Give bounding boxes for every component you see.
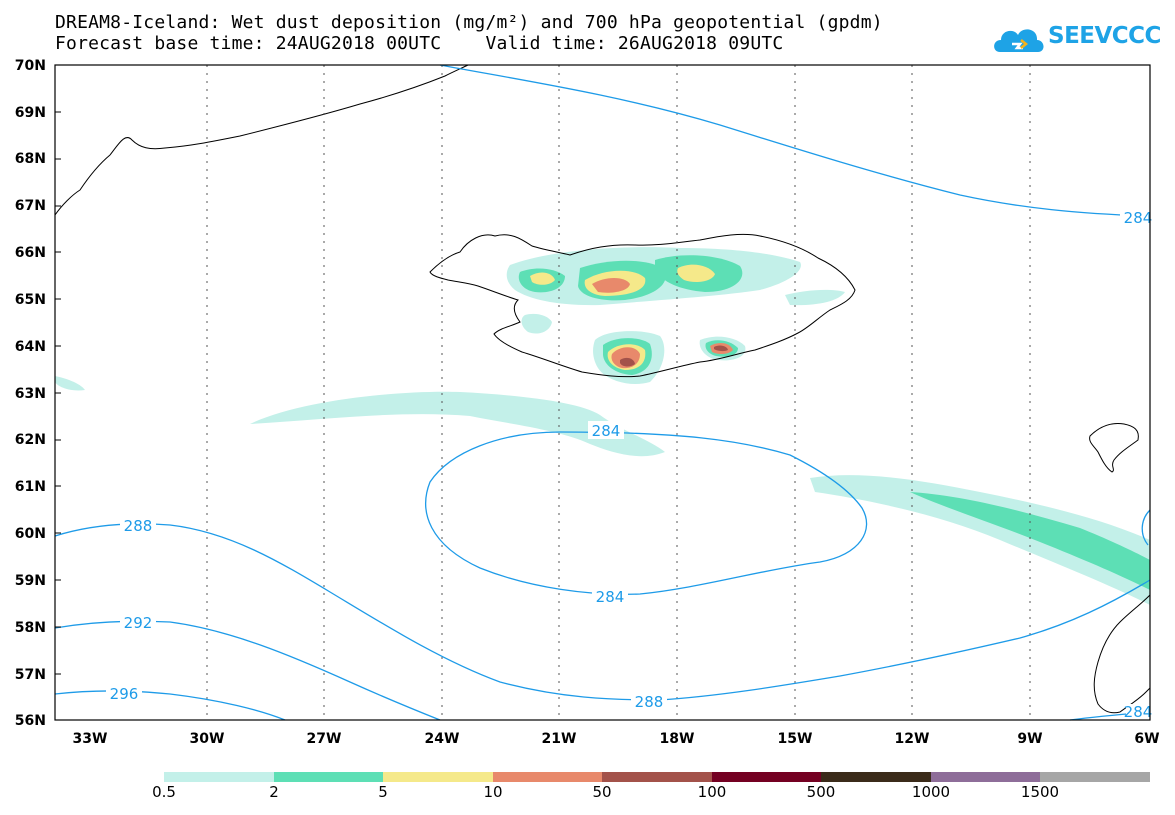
dust-band-west (250, 391, 665, 457)
contour-label-292: 292 (124, 614, 153, 632)
dust-spot-far-west (55, 376, 85, 391)
dust-iceland-west (521, 313, 552, 334)
dust-iceland-s-darkred (620, 357, 635, 367)
colorbar-label-50: 50 (592, 783, 612, 801)
lat-label-60n: 60N (15, 526, 46, 542)
map-title: DREAM8-Iceland: Wet dust deposition (mg/… (55, 12, 883, 33)
dust-iceland-ne-yellow (677, 264, 715, 282)
lat-label-67n: 67N (15, 198, 46, 214)
contour-label-288-south: 288 (635, 693, 664, 711)
lon-label-18w: 18W (660, 731, 695, 747)
colorbar-label-2: 2 (269, 783, 279, 801)
colorbar (164, 772, 1150, 782)
dust-iceland-n-orange (592, 278, 630, 293)
map-subtitle: Forecast base time: 24AUG2018 00UTC Vali… (55, 33, 784, 54)
cloud-icon (994, 29, 1044, 52)
lon-label-21w: 21W (542, 731, 577, 747)
latitude-ticks (55, 111, 61, 675)
graticule (206, 65, 1031, 720)
dust-iceland-east (785, 289, 845, 306)
lat-label-65n: 65N (15, 292, 46, 308)
lat-label-58n: 58N (15, 620, 46, 636)
lat-label-70n: 70N (15, 58, 46, 74)
lon-label-9w: 9W (1017, 731, 1042, 747)
lat-label-61n: 61N (15, 479, 46, 495)
lon-label-30w: 30W (190, 731, 225, 747)
colorbar-swatch-7 (821, 772, 931, 782)
colorbar-swatch-2 (274, 772, 384, 782)
dust-iceland-nw-yellow (530, 272, 555, 285)
faroe-islands (1089, 423, 1139, 473)
colorbar-swatch-3 (383, 772, 493, 782)
contour-label-se-corner: 284 (1124, 703, 1153, 721)
lat-label-62n: 62N (15, 432, 46, 448)
colorbar-label-5: 5 (378, 783, 388, 801)
lat-label-57n: 57N (15, 667, 46, 683)
coastlines (54, 64, 1151, 714)
geopotential-contours (54, 64, 1151, 721)
lat-label-56n: 56N (15, 713, 46, 729)
lon-label-33w: 33W (73, 731, 108, 747)
contour-label-284-ne: 284 (1124, 209, 1153, 227)
colorbar-label-100: 100 (697, 783, 727, 801)
colorbar-label-0-5: 0.5 (152, 783, 176, 801)
contour-288 (54, 523, 1151, 701)
contour-label-296: 296 (110, 685, 139, 703)
contour-label-284-south-low: 284 (596, 588, 625, 606)
dust-iceland-se-darkred (714, 345, 728, 352)
contour-284-low (425, 431, 868, 595)
iceland-coast (429, 233, 856, 378)
contour-284-north (439, 64, 1151, 217)
lat-label-63n: 63N (15, 386, 46, 402)
lat-label-68n: 68N (15, 151, 46, 167)
lat-label-59n: 59N (15, 573, 46, 589)
colorbar-swatch-5 (602, 772, 712, 782)
scotland-coast (1093, 594, 1151, 714)
latitude-labels: 70N 69N 68N 67N 66N 65N 64N 63N 62N 61N … (15, 58, 46, 729)
colorbar-label-1000: 1000 (911, 783, 951, 801)
lat-label-69n: 69N (15, 105, 46, 121)
contour-292 (54, 620, 441, 721)
lon-label-27w: 27W (307, 731, 342, 747)
lat-label-66n: 66N (15, 245, 46, 261)
colorbar-label-1500: 1500 (1020, 783, 1060, 801)
colorbar-swatch-8 (931, 772, 1041, 782)
lon-label-6w: 6W (1134, 731, 1159, 747)
contour-label-284-north-low: 284 (592, 422, 621, 440)
colorbar-swatch-4 (493, 772, 603, 782)
lon-label-12w: 12W (895, 731, 930, 747)
lon-label-15w: 15W (778, 731, 813, 747)
map-frame (54, 64, 1151, 721)
greenland-coast (54, 64, 469, 216)
longitude-labels: 33W 30W 27W 24W 21W 18W 15W 12W 9W 6W (73, 731, 1160, 747)
colorbar-label-500: 500 (806, 783, 836, 801)
contour-label-288-west: 288 (124, 517, 153, 535)
contour-288-east (1141, 509, 1151, 546)
contour-labels: 288 292 296 284 284 284 288 284 (106, 208, 1152, 721)
colorbar-swatch-9 (1040, 772, 1150, 782)
colorbar-swatch-6 (712, 772, 822, 782)
dust-band-east-medium (910, 492, 1150, 590)
contour-296 (54, 690, 286, 721)
colorbar-swatch-1 (164, 772, 274, 782)
logo-text: SEEVCCC (1048, 23, 1161, 49)
colorbar-label-10: 10 (483, 783, 503, 801)
lat-label-64n: 64N (15, 339, 46, 355)
lon-label-24w: 24W (425, 731, 460, 747)
